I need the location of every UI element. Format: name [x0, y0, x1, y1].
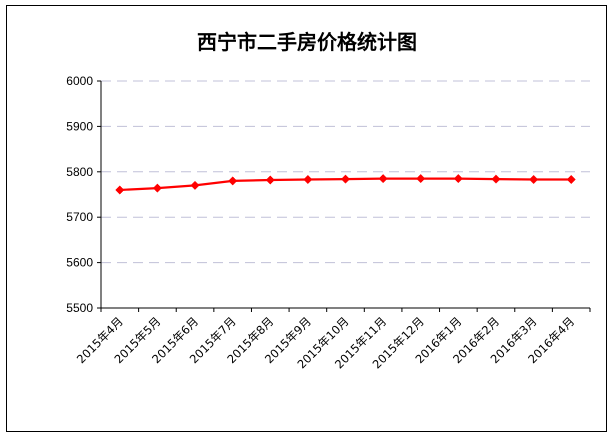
y-axis-tick-labels: 5500 5600 5700 5800 5900 6000	[66, 74, 93, 315]
data-point-10	[453, 174, 463, 184]
y-tick-label-5800: 5800	[66, 165, 93, 179]
data-point-13	[566, 174, 576, 185]
data-point-11	[491, 174, 501, 184]
data-point-2	[152, 183, 162, 193]
y-tick-label-5600: 5600	[66, 256, 93, 270]
chart-title: 西宁市二手房价格统计图	[197, 30, 417, 54]
data-point-7	[340, 174, 351, 184]
data-point-6	[303, 174, 313, 185]
data-point-12	[529, 174, 539, 185]
x-axis-tick-labels: 2015年4月2015年5月2015年6月2015年7月2015年8月2015年…	[74, 314, 577, 371]
data-point-8	[378, 174, 388, 184]
y-tick-label-5500: 5500	[66, 301, 93, 315]
series-price	[115, 174, 576, 195]
y-tick-label-5700: 5700	[66, 210, 93, 224]
data-point-3	[190, 180, 200, 190]
data-point-5	[265, 175, 275, 185]
data-point-1	[115, 185, 125, 195]
data-point-4	[228, 176, 238, 186]
chart-frame	[6, 5, 607, 432]
y-tick-label-6000: 6000	[66, 74, 93, 88]
data-point-9	[416, 174, 426, 184]
gridlines	[101, 80, 590, 264]
axes	[97, 80, 591, 312]
y-tick-label-5900: 5900	[66, 119, 93, 133]
